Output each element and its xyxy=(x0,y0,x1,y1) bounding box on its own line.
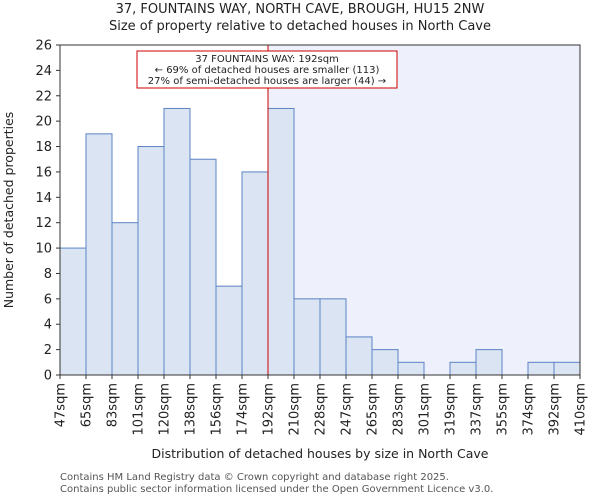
x-tick-label: 337sqm xyxy=(470,383,485,436)
x-tick-label: 138sqm xyxy=(184,383,199,436)
annotation-border xyxy=(136,50,398,89)
y-tick-label: 18 xyxy=(35,140,52,155)
x-axis-label: Distribution of detached houses by size … xyxy=(152,446,489,461)
bar-65sqm xyxy=(85,133,113,376)
plot-frame xyxy=(59,44,581,376)
bars-group xyxy=(59,107,581,376)
bar-228sqm xyxy=(319,298,347,376)
bar-174sqm xyxy=(241,171,269,376)
bar-120sqm xyxy=(163,107,191,376)
bar-247sqm xyxy=(345,336,373,376)
annotation-line-1: 37 FOUNTAINS WAY: 192sqm xyxy=(195,54,339,65)
annotation-box: 37 FOUNTAINS WAY: 192sqm ← 69% of detach… xyxy=(136,50,398,89)
bar-319sqm xyxy=(449,361,477,376)
x-tick-label: 410sqm xyxy=(574,383,589,436)
x-tick-label: 301sqm xyxy=(418,383,433,436)
bar-265sqm xyxy=(371,349,399,376)
annotation-line-3: 27% of semi-detached houses are larger (… xyxy=(148,76,386,87)
x-tick-label: 319sqm xyxy=(444,383,459,436)
footer-line-2: Contains public sector information licen… xyxy=(60,484,494,495)
y-tick-label: 8 xyxy=(44,267,52,282)
bar-156sqm xyxy=(215,285,243,376)
y-tick-label: 0 xyxy=(44,369,52,384)
x-tick-label: 228sqm xyxy=(314,383,329,436)
bar-374sqm xyxy=(527,361,555,376)
y-tick-label: 14 xyxy=(35,191,52,206)
y-tick-label: 6 xyxy=(44,292,52,307)
y-tick-label: 10 xyxy=(35,242,52,257)
chart-subtitle: Size of property relative to detached ho… xyxy=(108,19,491,34)
x-tick-label: 265sqm xyxy=(366,383,381,436)
bar-392sqm xyxy=(553,361,581,376)
x-tick-label: 355sqm xyxy=(496,383,511,436)
x-tick-label: 374sqm xyxy=(522,383,537,436)
x-tick-label: 65sqm xyxy=(80,383,95,427)
y-tick-label: 16 xyxy=(35,165,52,180)
x-tick-label: 392sqm xyxy=(548,383,563,436)
y-tick-label: 22 xyxy=(35,89,52,104)
annotation-line-2: ← 69% of detached houses are smaller (11… xyxy=(155,65,380,76)
y-tick-label: 20 xyxy=(35,115,52,130)
y-tick-label: 12 xyxy=(35,216,52,231)
x-tick-label: 174sqm xyxy=(236,383,251,436)
y-tick-label: 4 xyxy=(44,318,52,333)
bar-283sqm xyxy=(397,361,425,376)
x-tick-label: 120sqm xyxy=(158,383,173,436)
y-tick-label: 2 xyxy=(44,343,52,358)
bar-337sqm xyxy=(475,349,503,376)
footer-line-1: Contains HM Land Registry data © Crown c… xyxy=(60,472,449,483)
x-tick-label: 247sqm xyxy=(340,383,355,436)
bar-101sqm xyxy=(137,146,165,376)
y-tick-label: 24 xyxy=(35,64,52,79)
x-tick-label: 101sqm xyxy=(132,383,147,436)
bar-210sqm xyxy=(293,298,321,376)
y-axis-label: Number of detached properties xyxy=(1,112,16,309)
x-tick-label: 210sqm xyxy=(288,383,303,436)
x-tick-label: 192sqm xyxy=(262,383,277,436)
bar-47sqm xyxy=(59,247,87,376)
chart-title: 37, FOUNTAINS WAY, NORTH CAVE, BROUGH, H… xyxy=(115,2,485,17)
bar-138sqm xyxy=(189,158,217,376)
x-tick-label: 47sqm xyxy=(54,383,69,427)
y-tick-label: 26 xyxy=(35,39,52,54)
bar-192sqm xyxy=(267,107,295,376)
x-tick-label: 83sqm xyxy=(106,383,121,427)
x-tick-label: 156sqm xyxy=(210,383,225,436)
x-axis-ticks: 47sqm 65sqm 83sqm 101sqm 120sqm 138sqm 156sqm 1… xyxy=(54,375,589,436)
bar-83sqm xyxy=(111,222,139,376)
x-tick-label: 283sqm xyxy=(392,383,407,436)
